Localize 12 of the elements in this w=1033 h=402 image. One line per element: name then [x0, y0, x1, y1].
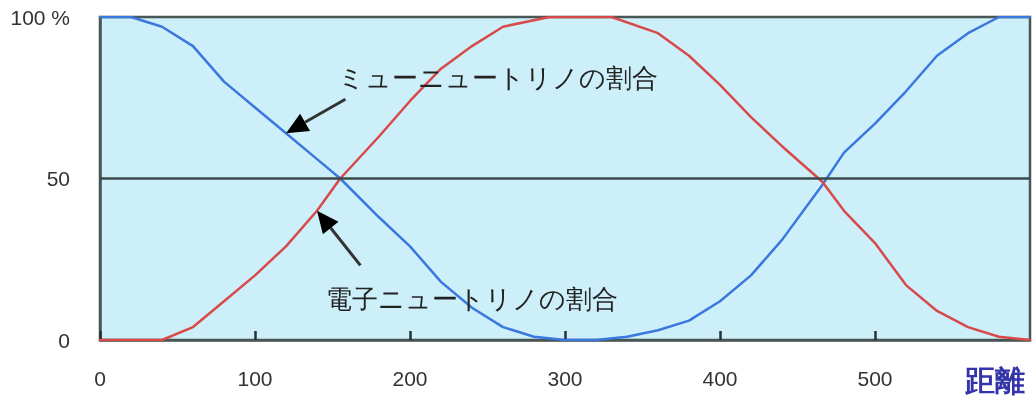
x-tick-label: 500 [857, 367, 893, 390]
y-tick-label: 50 [46, 167, 70, 190]
x-tick-label: 100 [237, 367, 273, 390]
annotation: 電子ニュートリノの割合 [325, 282, 619, 316]
y-tick-label: 0 [58, 328, 70, 352]
y-tick-label: 100 % [10, 5, 70, 29]
x-tick-label: 200 [392, 367, 428, 390]
x-axis-title: 距離 [961, 361, 1029, 402]
x-tick-label: 0 [94, 367, 106, 390]
line-series [98, 15, 1032, 342]
x-tick-label: 300 [547, 367, 583, 390]
x-tick-label: 400 [702, 367, 738, 390]
